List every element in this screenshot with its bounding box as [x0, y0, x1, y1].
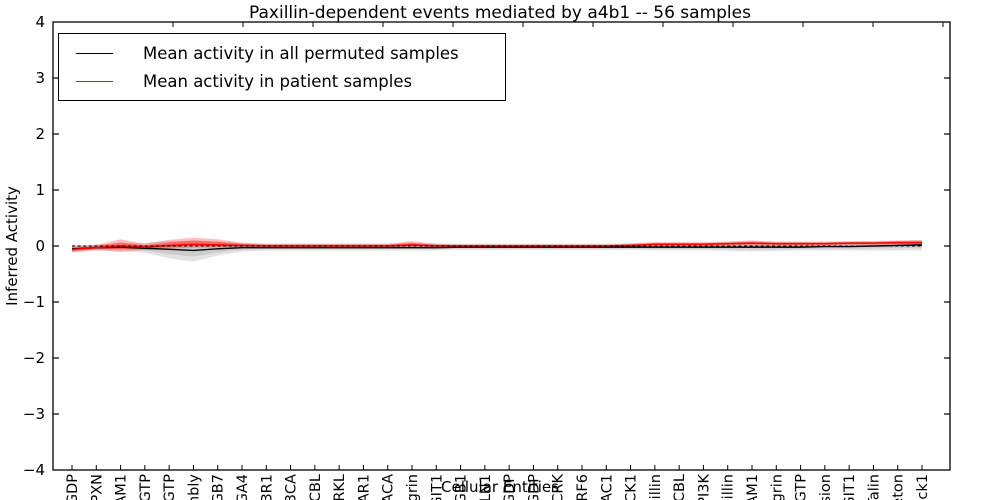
x-tick-label: RAC1	[599, 474, 615, 500]
x-tick-label: alpha4/beta7 Integrin	[405, 474, 421, 500]
x-tick-label: ARF6/GTP	[794, 474, 810, 500]
x-tick-label: CRKL/CBL	[672, 474, 688, 500]
x-tick-label: CRK	[551, 474, 567, 500]
x-tick-label: PIK3CA	[284, 474, 300, 500]
legend-item-label: Mean activity in all permuted samples	[143, 43, 459, 63]
x-tick-label: alpha4/beta1 Integrin/Paxillin/VCAM1	[745, 474, 761, 500]
x-tick-label: PRKACA	[381, 474, 397, 500]
chart-title: Paxillin-dependent events mediated by a4…	[249, 3, 751, 23]
legend-item: Mean activity in patient samples	[76, 67, 505, 95]
patient-mean-line	[71, 241, 922, 251]
x-tick-label: PXN	[89, 474, 105, 500]
x-tick-label: alpha4/beta1 Integrin/Paxillin/GIT1	[842, 474, 858, 500]
y-tick-label: 4	[35, 13, 45, 31]
x-tick-label: CBL	[308, 474, 324, 500]
x-tick-label: ITGA4	[235, 474, 251, 500]
y-tick-label: −4	[23, 461, 45, 479]
x-tick-label: Rac1/GDP	[526, 474, 542, 500]
x-tick-label: TLN1	[478, 474, 494, 500]
x-tick-label: PIK3R1	[259, 474, 275, 500]
x-tick-label: alpha4/beta1 Integrin/Paxillin/Talin/Act…	[891, 474, 907, 500]
x-tick-label: alpha4/beta7 Integrin/Paxillin	[648, 474, 664, 500]
legend: Mean activity in all permuted samples Mea…	[58, 33, 506, 101]
x-tick-label: GIT1	[429, 474, 445, 500]
y-axis-label: Inferred Activity	[3, 186, 21, 306]
y-tick-label: 3	[35, 69, 45, 87]
x-tick-label: lamellipodium assembly	[186, 474, 202, 500]
x-tick-label: VCAM1	[114, 474, 130, 500]
y-tick-label: 1	[35, 181, 45, 199]
x-tick-label: DOCK1	[624, 474, 640, 500]
permuted-mean-line	[71, 244, 923, 252]
legend-item: Mean activity in all permuted samples	[76, 39, 505, 67]
x-tick-label: alpha4/beta1 Integrin/Paxillin	[721, 474, 737, 500]
x-tick-label: ARF6/GDP	[502, 474, 518, 500]
x-tick-label: CRKL	[332, 474, 348, 500]
x-tick-label: mol:GDP	[65, 474, 81, 500]
legend-swatch-line	[76, 80, 113, 82]
x-tick-label: Rac1/GTP	[162, 474, 178, 500]
x-tick-label: ITGB1	[454, 474, 470, 500]
x-tick-label: cell adhesion	[818, 474, 834, 500]
y-tick-label: −1	[23, 293, 45, 311]
y-tick-label: −2	[23, 349, 45, 367]
x-tick-label: mol:GTP	[138, 474, 154, 500]
x-axis-label: Cellular Entities	[441, 478, 559, 496]
x-tick-label: BCAR1	[356, 474, 372, 500]
x-tick-label: alpha4/beta1 Integrin	[769, 474, 785, 500]
y-tick-label: 2	[35, 125, 45, 143]
y-tick-label: 0	[35, 237, 45, 255]
legend-item-label: Mean activity in patient samples	[143, 71, 413, 91]
x-tick-label: p130Cas/Crk/Dock1	[915, 474, 931, 500]
x-tick-label: ARF6	[575, 474, 591, 500]
y-tick-label: −3	[23, 405, 45, 423]
x-tick-label: alpha4/beta1 Integrin/Paxillin/Talin	[866, 474, 882, 500]
x-tick-label: PI3K	[696, 474, 712, 500]
x-tick-label: ITGB7	[211, 474, 227, 500]
patient-band	[72, 237, 922, 253]
legend-swatch-line	[76, 52, 113, 54]
